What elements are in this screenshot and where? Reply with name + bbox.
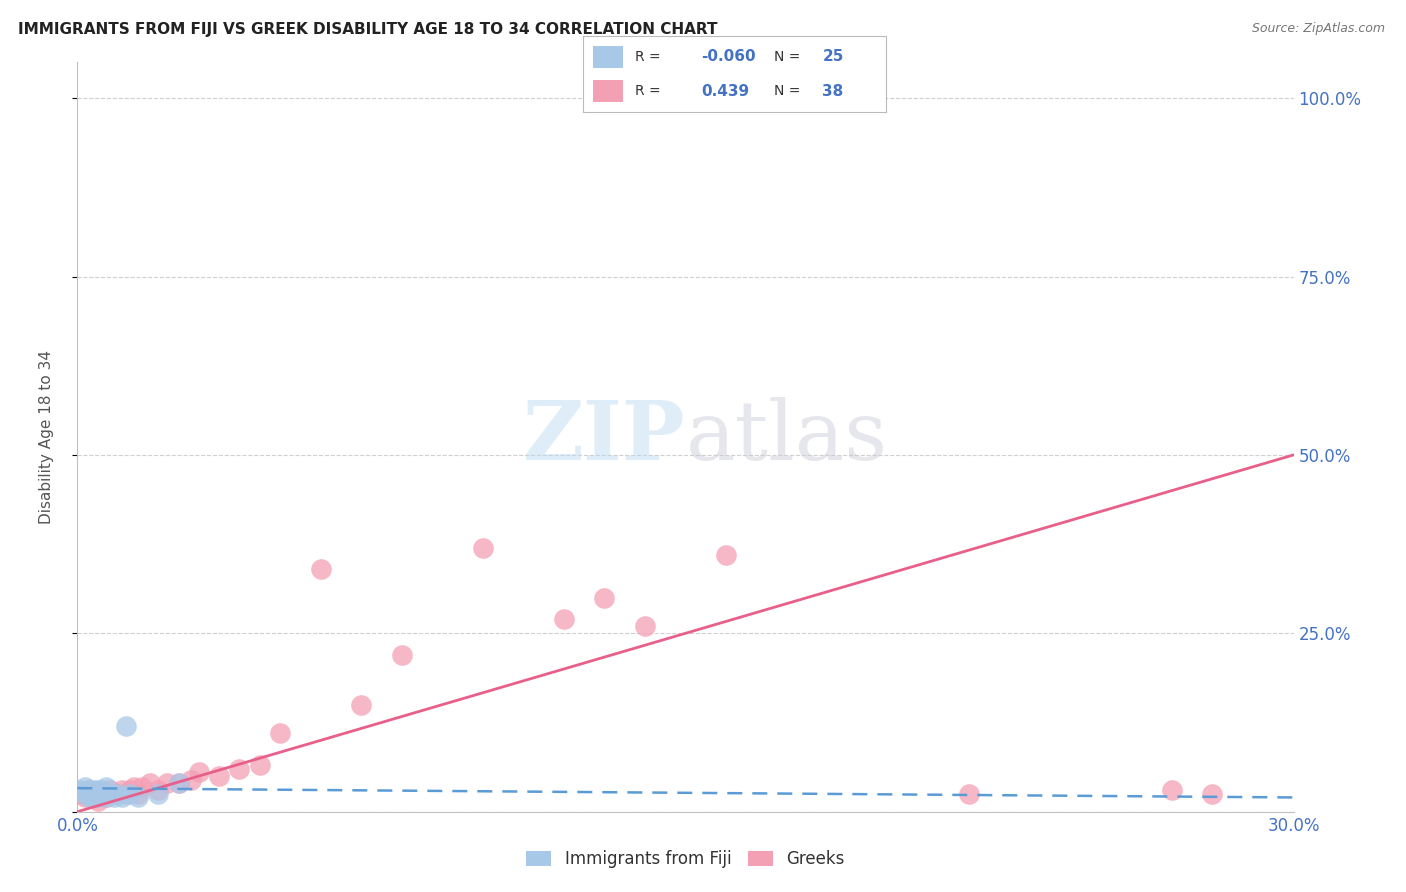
Point bbox=[70, 783, 93, 797]
Text: N =: N = bbox=[773, 50, 800, 64]
Point bbox=[79, 783, 101, 797]
Bar bbox=[592, 79, 623, 103]
Point bbox=[208, 769, 231, 783]
Point bbox=[148, 783, 170, 797]
Point bbox=[269, 726, 291, 740]
Point bbox=[148, 787, 170, 801]
Point bbox=[228, 762, 250, 776]
Text: atlas: atlas bbox=[686, 397, 887, 477]
Point bbox=[94, 780, 117, 794]
Point bbox=[180, 772, 202, 787]
Point bbox=[86, 794, 108, 808]
Point bbox=[94, 790, 117, 805]
Point bbox=[79, 787, 101, 801]
Point bbox=[79, 787, 101, 801]
Point bbox=[103, 787, 125, 801]
Text: Source: ZipAtlas.com: Source: ZipAtlas.com bbox=[1251, 22, 1385, 36]
Point bbox=[553, 612, 575, 626]
Point bbox=[167, 776, 190, 790]
Point bbox=[593, 591, 616, 605]
Point bbox=[249, 758, 271, 772]
Point bbox=[131, 780, 153, 794]
Point bbox=[107, 787, 129, 801]
Point bbox=[127, 790, 149, 805]
Point bbox=[86, 790, 108, 805]
Legend: Immigrants from Fiji, Greeks: Immigrants from Fiji, Greeks bbox=[520, 843, 851, 874]
Text: 0.439: 0.439 bbox=[702, 84, 749, 98]
Point bbox=[86, 783, 108, 797]
Text: IMMIGRANTS FROM FIJI VS GREEK DISABILITY AGE 18 TO 34 CORRELATION CHART: IMMIGRANTS FROM FIJI VS GREEK DISABILITY… bbox=[18, 22, 718, 37]
Point bbox=[75, 787, 97, 801]
Point bbox=[350, 698, 373, 712]
Point bbox=[118, 787, 141, 801]
Point bbox=[79, 790, 101, 805]
Point bbox=[83, 790, 105, 805]
Point bbox=[309, 562, 332, 576]
Point bbox=[122, 780, 145, 794]
Point bbox=[957, 787, 980, 801]
Point bbox=[90, 787, 112, 801]
Text: -0.060: -0.060 bbox=[702, 49, 756, 64]
Point bbox=[1201, 787, 1223, 801]
Point bbox=[188, 765, 211, 780]
Point bbox=[111, 790, 134, 805]
Point bbox=[634, 619, 657, 633]
Point bbox=[127, 787, 149, 801]
Point bbox=[103, 790, 125, 805]
Point bbox=[115, 787, 138, 801]
Point bbox=[714, 548, 737, 562]
Text: R =: R = bbox=[636, 84, 661, 98]
Point bbox=[111, 783, 134, 797]
Text: 38: 38 bbox=[823, 84, 844, 98]
Text: R =: R = bbox=[636, 50, 661, 64]
Point bbox=[139, 776, 162, 790]
Point bbox=[115, 719, 138, 733]
Point bbox=[155, 776, 177, 790]
Point bbox=[107, 787, 129, 801]
Point bbox=[391, 648, 413, 662]
Point bbox=[98, 787, 121, 801]
Y-axis label: Disability Age 18 to 34: Disability Age 18 to 34 bbox=[39, 350, 53, 524]
Bar bbox=[592, 45, 623, 69]
Point bbox=[90, 787, 112, 801]
Point bbox=[90, 783, 112, 797]
Point bbox=[83, 783, 105, 797]
Point bbox=[79, 783, 101, 797]
Point bbox=[75, 780, 97, 794]
Point bbox=[471, 541, 494, 555]
Point bbox=[94, 790, 117, 805]
Text: 25: 25 bbox=[823, 49, 844, 64]
Point bbox=[98, 783, 121, 797]
Point bbox=[70, 787, 93, 801]
Point bbox=[118, 783, 141, 797]
Point bbox=[86, 787, 108, 801]
Point bbox=[83, 790, 105, 805]
Text: ZIP: ZIP bbox=[523, 397, 686, 477]
Point bbox=[167, 776, 190, 790]
Text: N =: N = bbox=[773, 84, 800, 98]
Point bbox=[1161, 783, 1184, 797]
Point bbox=[83, 787, 105, 801]
Point bbox=[75, 790, 97, 805]
